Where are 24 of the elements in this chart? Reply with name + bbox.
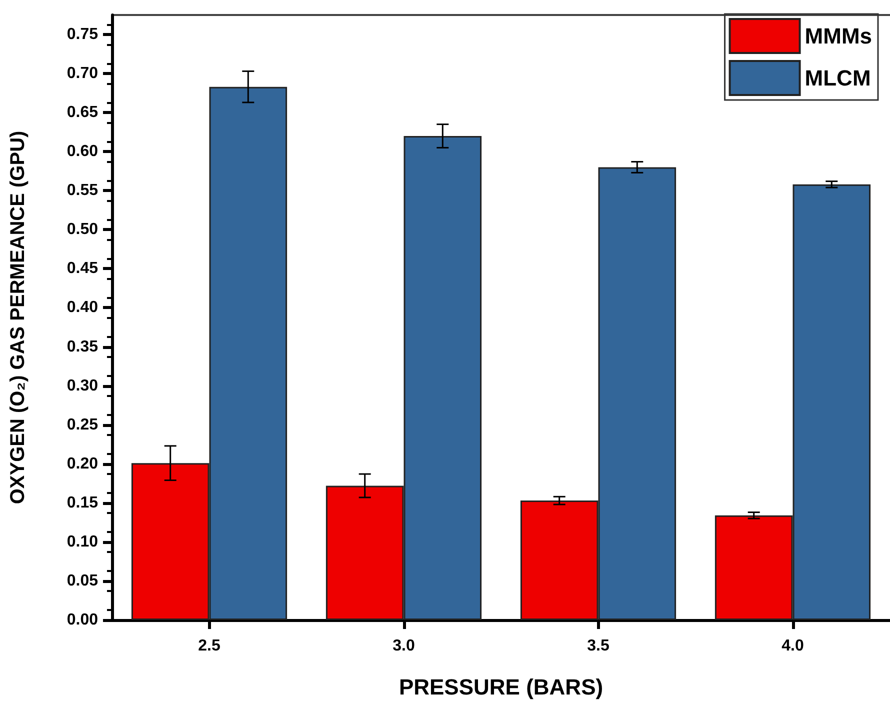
y-tick-label: 0.55 xyxy=(66,182,98,200)
y-axis-title: OXYGEN (O₂) GAS PERMEANCE (GPU) xyxy=(7,130,29,504)
y-tick-label: 0.75 xyxy=(66,26,98,44)
y-tick-label: 0.00 xyxy=(66,612,98,628)
y-tick-label: 0.40 xyxy=(66,299,98,316)
y-tick-label: 0.35 xyxy=(66,338,98,356)
y-tick-label: 0.70 xyxy=(66,65,98,82)
x-tick-label: 3.5 xyxy=(587,638,610,654)
x-tick-label: 2.5 xyxy=(198,638,220,654)
x-axis-title: PRESSURE (BARS) xyxy=(398,674,604,700)
y-tick-label: 0.30 xyxy=(66,377,98,394)
y-tick-label: 0.10 xyxy=(66,533,98,550)
y-tick-label: 0.25 xyxy=(66,416,98,434)
legend-label: MMMs xyxy=(804,24,872,48)
x-tick-label: 4.0 xyxy=(782,638,804,654)
y-tick-label: 0.05 xyxy=(66,572,98,590)
y-tick-label: 0.45 xyxy=(66,260,98,278)
x-tick-label: 3.0 xyxy=(392,638,415,654)
y-tick-label: 0.50 xyxy=(66,221,98,238)
legend-label: MLCM xyxy=(804,66,871,90)
y-tick-label: 0.20 xyxy=(66,455,98,472)
y-tick-label: 0.60 xyxy=(66,143,98,160)
y-tick-label: 0.65 xyxy=(66,104,98,122)
y-tick-label: 0.15 xyxy=(66,494,98,512)
